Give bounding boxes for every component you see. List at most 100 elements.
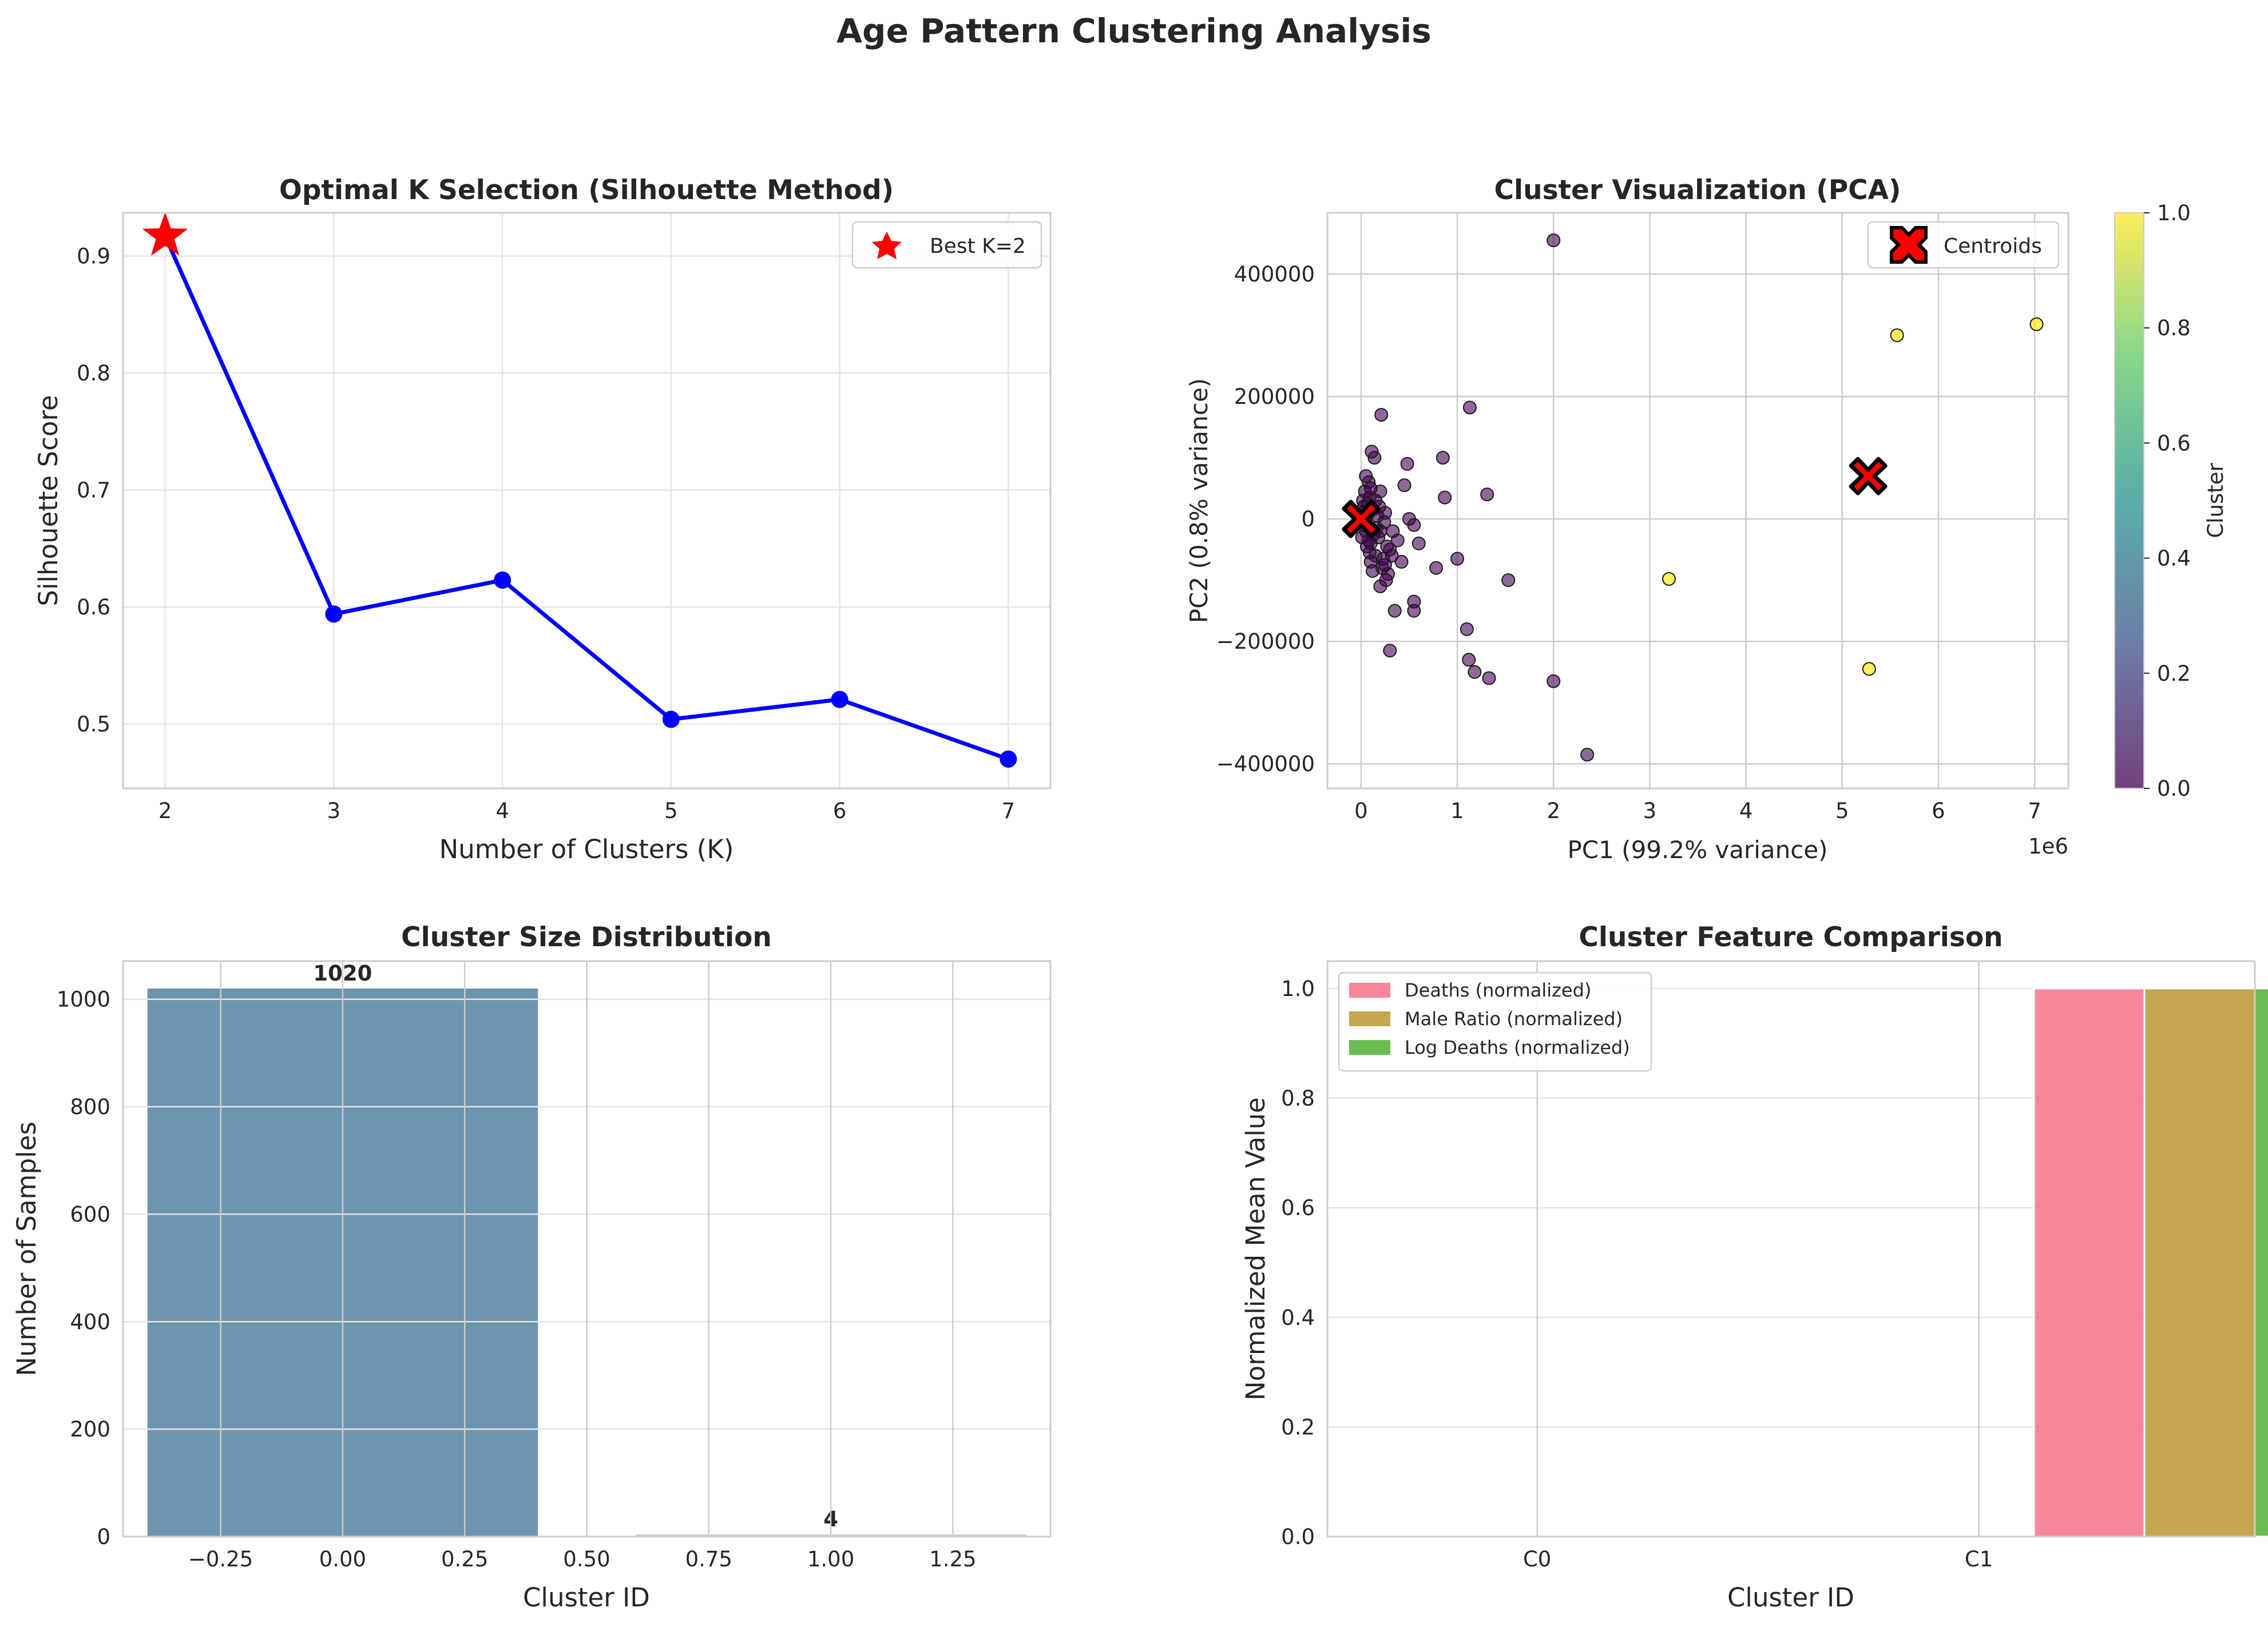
cluster-0-point (1482, 671, 1496, 685)
centroid-marker (1342, 499, 1381, 538)
cluster-0-point (1460, 622, 1474, 636)
silhouette-point (831, 691, 848, 708)
silhouette-title: Optimal K Selection (Silhouette Method) (279, 174, 894, 206)
cluster-0-point (1407, 518, 1421, 532)
colorbar-tick-label: 0.8 (2157, 316, 2191, 340)
cluster-size-grid (123, 961, 1050, 1538)
y-tick-label: −400000 (1216, 752, 1315, 776)
y-tick-label: 0 (1301, 507, 1315, 531)
y-tick-label: 0.8 (77, 361, 110, 386)
y-tick-label: 400 (70, 1309, 110, 1334)
y-tick-label: 800 (70, 1095, 110, 1120)
cluster-size-tick-labels: 0 200 400 600 800 1000 −0.25 0.00 0.25 0.50 0.75 1.… (57, 987, 977, 1572)
colorbar-tick-label: 1.0 (2157, 201, 2191, 225)
cluster-0-point (1438, 490, 1452, 505)
cluster-0-point (1411, 536, 1426, 550)
silhouette-tick-labels: 2 3 4 5 6 7 0.5 0.6 0.7 0.8 0.9 (77, 244, 1015, 823)
pca-title: Cluster Visualization (PCA) (1494, 174, 1901, 206)
y-tick-label: 0.5 (77, 712, 110, 737)
colorbar-bar (2114, 212, 2144, 789)
cluster-0-point (1400, 457, 1414, 471)
pca-grid (1327, 213, 2068, 788)
cluster-0-point (1429, 561, 1444, 575)
pca-y-label: PC2 (0.8% variance) (1185, 378, 1213, 623)
x-tick-label: 0.75 (685, 1547, 732, 1572)
pca-x-label: PC1 (99.2% variance) (1567, 836, 1827, 864)
colorbar-tick-labels: 0.0 0.2 0.4 0.6 0.8 1.0 (2144, 201, 2191, 801)
cluster-1-point (1862, 662, 1876, 676)
x-tick-label: 1.25 (929, 1547, 976, 1572)
pca-colorbar: 0.0 0.2 0.4 0.6 0.8 1.0 Cluster (2114, 201, 2228, 801)
cluster-0-point (1436, 451, 1450, 465)
cluster-0-point (1547, 674, 1561, 688)
cluster-0-point (1547, 233, 1561, 248)
pca-points (1342, 233, 2044, 762)
y-tick-label: 600 (70, 1202, 110, 1227)
cluster-0-point (1468, 665, 1482, 679)
feature-bars (2033, 987, 2268, 1538)
cluster-1-point (1662, 572, 1676, 586)
x-tick-label: 7 (2028, 799, 2041, 823)
silhouette-chart: 2 3 4 5 6 7 0.5 0.6 0.7 0.8 0.9 Optimal K Selectio… (33, 174, 1052, 864)
x-tick-label: 6 (833, 799, 847, 823)
x-tick-label: 7 (1002, 799, 1016, 823)
legend-star-marker (872, 232, 902, 259)
cluster-0-point (1390, 533, 1405, 547)
legend-centroids-label: Centroids (1944, 235, 2042, 258)
x-tick-label: 3 (327, 799, 341, 823)
cluster-1-point (2029, 317, 2044, 331)
cluster-0-point (1501, 573, 1516, 588)
cluster-0-point (1374, 408, 1389, 422)
silhouette-point (494, 572, 512, 589)
y-tick-label: 0.7 (77, 478, 110, 503)
y-tick-label: 200 (70, 1417, 110, 1442)
silhouette-x-label: Number of Clusters (K) (439, 834, 734, 864)
x-tick-label: 1 (1450, 799, 1464, 823)
figure-title: Age Pattern Clustering Analysis (836, 11, 1432, 50)
y-tick-label: 0.6 (77, 595, 110, 620)
cluster-0-point (1359, 469, 1373, 483)
y-tick-label: 0 (97, 1525, 110, 1549)
cluster-0-point (1462, 653, 1476, 667)
silhouette-axes-frame (122, 212, 1052, 789)
silhouette-legend: Best K=2 (851, 221, 1042, 269)
cluster-0-point (1379, 573, 1393, 588)
feature-axes-frame (1326, 960, 2256, 1538)
centroid-marker (1849, 457, 1888, 495)
x-tick-label: 5 (664, 799, 678, 823)
cluster-size-axes-frame (122, 960, 1052, 1538)
x-tick-label: 1.00 (807, 1547, 854, 1572)
cluster-0-point (1480, 487, 1494, 502)
colorbar-tick-label: 0.0 (2157, 776, 2191, 801)
colorbar-tick-label: 0.6 (2157, 431, 2191, 455)
y-tick-label: 400000 (1234, 262, 1315, 287)
colorbar-tick-label: 0.4 (2157, 546, 2191, 571)
y-tick-label: 0.8 (1281, 1086, 1315, 1111)
y-tick-label: 1000 (57, 987, 110, 1012)
x-tick-label: 0.25 (441, 1547, 488, 1572)
cluster-size-title: Cluster Size Distribution (401, 922, 772, 953)
pca-scatter-chart: 0 1 2 3 4 5 6 7 −400000 −200000 0 200000 400000 Clus… (1185, 174, 2228, 864)
feature-y-label: Normalized Mean Value (1240, 1097, 1271, 1400)
cluster-0-point (1363, 481, 1378, 495)
y-tick-label: −200000 (1216, 629, 1315, 654)
legend-best-k-label: Best K=2 (930, 235, 1026, 258)
feature-bar (2143, 987, 2256, 1538)
feature-x-label: Cluster ID (1727, 1582, 1854, 1613)
pca-legend: Centroids (1867, 221, 2060, 269)
x-tick-label: −0.25 (188, 1547, 253, 1572)
legend-series-label: Deaths (normalized) (1405, 979, 1591, 1001)
cluster-0-point (1383, 644, 1397, 658)
x-tick-label: 5 (1835, 799, 1849, 823)
x-tick-label: C1 (1965, 1547, 1993, 1572)
cluster-0-point (1397, 478, 1411, 493)
x-tick-label: C0 (1523, 1547, 1551, 1572)
x-tick-label: 4 (1739, 799, 1753, 823)
x-tick-label: 2 (158, 799, 172, 823)
cluster-0-point (1365, 445, 1379, 459)
cluster-0-point (1462, 400, 1477, 415)
feature-bar (2033, 987, 2146, 1538)
colorbar-tick-label: 0.2 (2157, 661, 2191, 686)
x-tick-label: 0.00 (319, 1547, 366, 1572)
